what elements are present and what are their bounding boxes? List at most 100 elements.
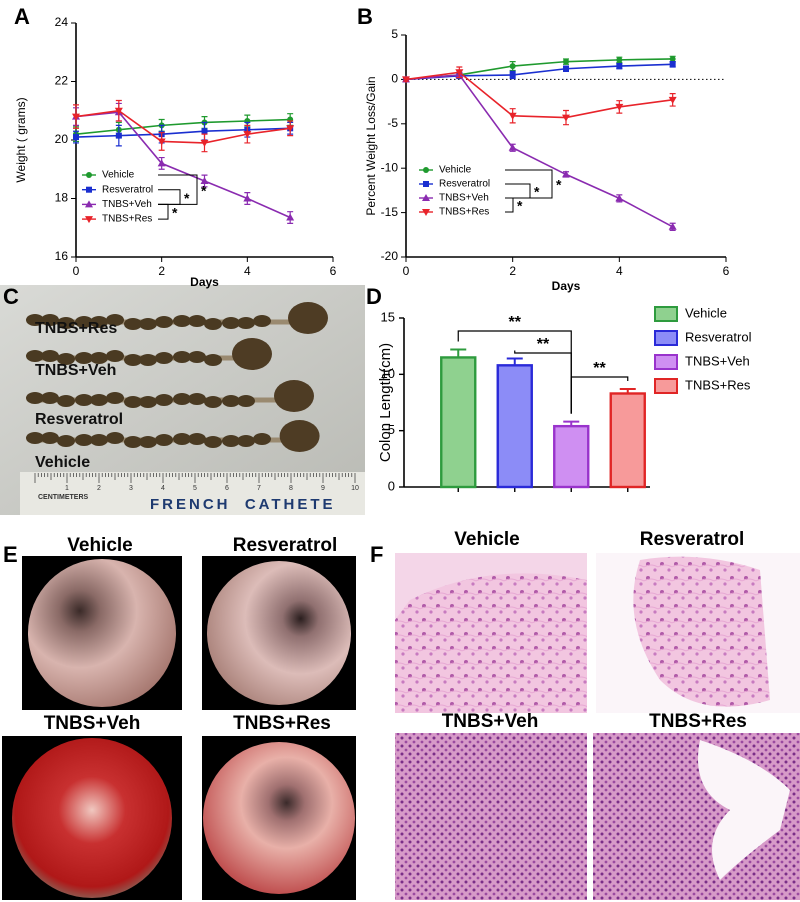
endoscopy-image <box>207 561 351 705</box>
marker <box>508 112 517 120</box>
colon-segment <box>222 317 240 329</box>
series-line <box>405 63 673 81</box>
panel-label: B <box>357 4 373 29</box>
marker <box>157 159 166 167</box>
marker <box>669 61 676 68</box>
y-tick-label: 0 <box>391 72 398 86</box>
marker <box>201 128 208 135</box>
marker <box>402 76 410 84</box>
colon-segment <box>173 315 191 327</box>
endoscopy-image <box>12 738 172 898</box>
colon-segment <box>204 436 222 448</box>
endoscopy-image <box>203 742 355 894</box>
colon-segment <box>75 434 93 446</box>
ruler <box>20 472 365 515</box>
x-axis-label: Days <box>552 279 581 293</box>
ruler-number: 2 <box>97 485 101 492</box>
ruler-number: 3 <box>129 485 133 492</box>
marker <box>73 134 79 141</box>
colon-label: TNBS+Veh <box>35 362 116 379</box>
panel-label: F <box>370 542 383 567</box>
colon-segment <box>75 316 93 328</box>
significance-mark: ** <box>509 314 522 331</box>
significance-mark: * <box>172 204 178 220</box>
marker <box>72 113 80 121</box>
marker <box>669 55 676 62</box>
marker <box>563 58 569 65</box>
colon-segment <box>204 396 222 408</box>
legend-marker <box>422 194 430 201</box>
marker <box>286 125 295 133</box>
marker <box>562 114 570 122</box>
significance-mark: ** <box>537 336 550 353</box>
marker <box>508 143 517 151</box>
colon-segment <box>155 316 173 328</box>
panel-label: D <box>366 284 382 309</box>
marker <box>200 139 209 147</box>
colon-segment <box>57 353 75 365</box>
ruler-unit: CENTIMETERS <box>38 494 89 501</box>
panel-label: E <box>3 542 18 567</box>
marker <box>616 56 623 63</box>
legend-label: Vehicle <box>439 165 472 176</box>
colon-segment <box>124 396 142 408</box>
colon-label: Vehicle <box>35 454 90 471</box>
marker <box>615 194 624 202</box>
x-tick-label: 0 <box>73 264 80 278</box>
panel-label: C <box>3 284 19 309</box>
colon-segment <box>139 318 157 330</box>
ruler-number: 8 <box>289 485 293 492</box>
x-tick-label: 4 <box>616 264 623 278</box>
colon-segment <box>155 394 173 406</box>
y-tick-label: 16 <box>55 249 69 263</box>
y-tick-label: -15 <box>381 205 399 219</box>
legend-marker <box>85 200 93 208</box>
histology-label: Resveratrol <box>640 529 745 550</box>
ruler-brand: FRENCH CATHETE <box>150 496 336 513</box>
y-tick-label: 24 <box>55 15 69 29</box>
legend-label: Vehicle <box>685 305 727 320</box>
cecum <box>274 380 314 412</box>
marker <box>616 63 623 70</box>
legend-marker <box>423 181 429 187</box>
marker <box>286 213 295 221</box>
x-tick-label: 2 <box>158 264 165 278</box>
y-tick-label: 15 <box>381 309 395 324</box>
series-line <box>75 109 291 144</box>
cecum <box>288 302 328 334</box>
marker <box>509 63 516 70</box>
colon-segment <box>124 436 142 448</box>
legend-label: TNBS+Veh <box>439 193 489 204</box>
colon-segment <box>253 315 271 327</box>
colon-segment <box>57 317 75 329</box>
colon-segment <box>90 434 108 446</box>
colon-segment <box>26 350 44 362</box>
histology-image <box>395 733 587 900</box>
legend-marker <box>86 186 92 193</box>
marker <box>455 69 464 77</box>
colon-segment <box>222 395 240 407</box>
marker <box>668 222 677 230</box>
colon-segment <box>106 350 124 362</box>
colon-segment <box>155 434 173 446</box>
y-tick-label: 10 <box>381 366 395 381</box>
colon-segment <box>124 318 142 330</box>
y-axis-label: Percent Weight Loss/Gain <box>364 76 378 215</box>
significance-bracket <box>158 203 169 220</box>
y-tick-label: 5 <box>391 27 398 41</box>
x-tick-label: 6 <box>723 264 730 278</box>
colon-segment <box>237 395 255 407</box>
y-tick-label: 18 <box>55 191 69 205</box>
legend-marker <box>85 216 93 224</box>
legend-label: TNBS+Res <box>102 214 152 225</box>
panel-label: A <box>14 4 30 29</box>
x-tick-label: 0 <box>403 264 410 278</box>
colon-segment <box>106 314 124 326</box>
bar <box>609 392 646 489</box>
endoscopy-label: TNBS+Res <box>233 713 331 734</box>
marker <box>562 170 570 178</box>
legend-swatch <box>654 378 678 394</box>
legend-label: TNBS+Veh <box>685 353 750 368</box>
colon-segment <box>204 318 222 330</box>
